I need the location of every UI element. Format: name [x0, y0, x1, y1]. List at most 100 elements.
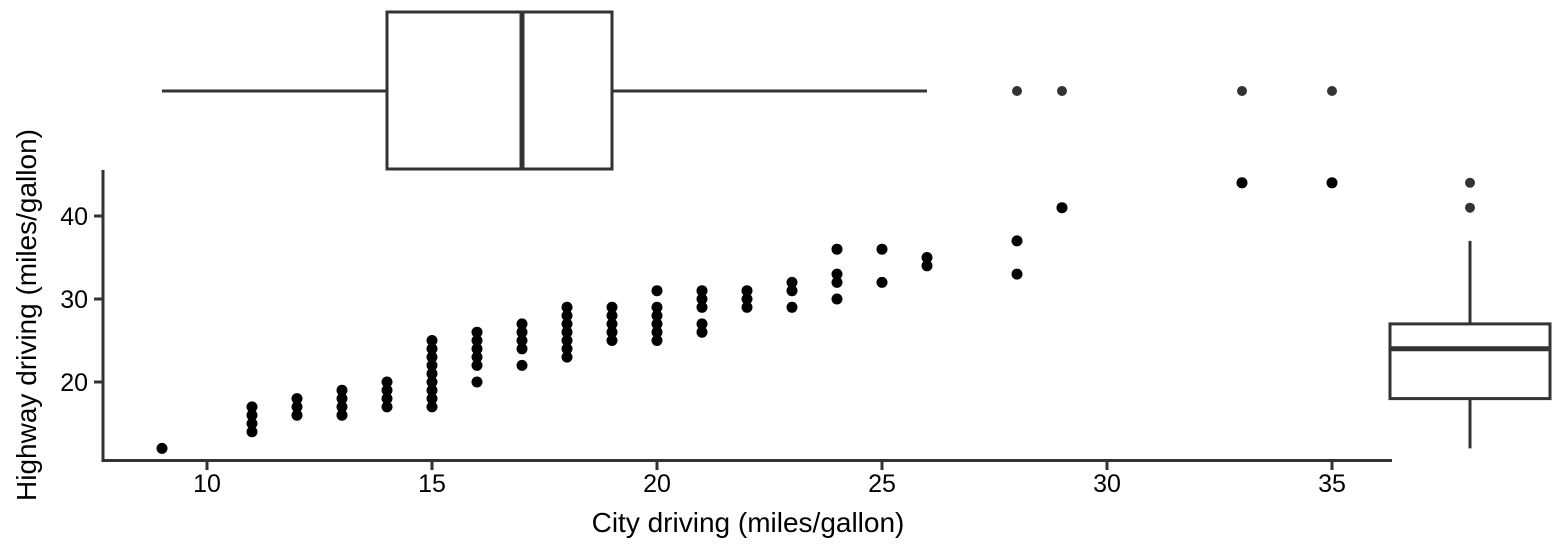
boxplot-outlier-point	[1057, 86, 1067, 96]
scatter-point	[606, 326, 618, 338]
scatter-point	[426, 393, 438, 405]
y-axis-tick-label: 40	[60, 203, 88, 231]
scatter-point	[921, 252, 933, 263]
boxplot-outlier-point	[1327, 86, 1337, 96]
scatter-point	[516, 318, 528, 330]
scatter-point	[381, 376, 393, 388]
scatter-point	[651, 310, 663, 322]
scatter-point	[561, 310, 573, 322]
scatter-point	[651, 301, 663, 313]
scatter-points	[156, 177, 1338, 454]
marginal-boxplot-city	[162, 10, 1337, 171]
scatter-point	[651, 335, 663, 346]
scatter-point	[696, 293, 708, 305]
x-axis-tick-label: 15	[418, 470, 446, 498]
scatter-point	[651, 326, 663, 338]
scatter-point	[426, 335, 438, 346]
scatter-point	[561, 301, 573, 313]
boxplot-outlier-point	[1237, 86, 1247, 96]
scatter-point	[876, 276, 888, 288]
scatter-point	[831, 293, 843, 305]
scatter-point	[831, 276, 843, 288]
scatter-point	[696, 326, 708, 338]
scatter-point	[561, 351, 573, 363]
scatter-point	[426, 351, 438, 363]
scatter-point	[786, 285, 798, 297]
scatter-point	[426, 401, 438, 413]
x-axis-tick-label: 25	[868, 470, 896, 498]
boxplot-outlier-point	[1465, 202, 1475, 213]
y-axis: 20 30 40	[60, 170, 105, 462]
boxplot-box	[385, 10, 614, 171]
scatter-point	[1236, 177, 1248, 189]
y-axis-title: Highway driving (miles/gallon)	[11, 129, 42, 501]
scatter-point	[516, 335, 528, 346]
boxplot-outlier-point	[1465, 177, 1475, 188]
scatter-point	[471, 326, 483, 338]
boxplot-box	[1388, 322, 1552, 401]
scatter-point	[741, 301, 753, 313]
scatter-point	[606, 318, 618, 330]
scatter-point	[561, 326, 573, 338]
scatter-point	[1011, 235, 1023, 247]
scatter-point	[561, 318, 573, 330]
y-axis-tick-label: 30	[60, 286, 88, 314]
scatter-point	[246, 426, 258, 438]
scatter-point	[651, 318, 663, 330]
scatter-point	[381, 401, 393, 413]
scatter-point	[381, 384, 393, 396]
scatter-point	[516, 343, 528, 355]
scatter-point	[291, 409, 303, 421]
y-axis-tick-label: 20	[60, 369, 88, 397]
scatter-point	[561, 343, 573, 355]
x-axis-tick-label: 35	[1318, 470, 1346, 498]
scatter-point	[606, 301, 618, 313]
scatter-point	[696, 318, 708, 330]
x-axis: 10 15 20 25 30 35	[101, 459, 1392, 498]
scatter-point	[336, 393, 348, 405]
boxplot-outlier-point	[1012, 86, 1022, 96]
scatter-point	[246, 418, 258, 429]
scatter-point	[246, 401, 258, 413]
scatter-point	[786, 276, 798, 288]
scatter-point	[1011, 268, 1023, 280]
scatter-point	[516, 359, 528, 371]
scatter-point	[426, 368, 438, 380]
scatter-point	[336, 409, 348, 421]
marginal-boxplot-highway	[1388, 177, 1552, 449]
scatter-point	[696, 285, 708, 297]
scatter-point	[471, 376, 483, 388]
scatter-point	[1056, 202, 1068, 214]
scatter-point	[741, 293, 753, 305]
scatter-point	[696, 301, 708, 313]
scatter-point	[471, 351, 483, 363]
scatter-point	[291, 401, 303, 413]
scatter-point	[561, 335, 573, 346]
scatter-point	[606, 335, 618, 346]
scatter-point	[336, 401, 348, 413]
scatter-point	[471, 343, 483, 355]
scatter-point	[426, 359, 438, 371]
scatter-point	[426, 384, 438, 396]
scatter-point	[876, 243, 888, 255]
scatter-point	[831, 268, 843, 280]
scatter-point	[516, 326, 528, 338]
scatter-point	[471, 335, 483, 346]
scatter-point	[336, 384, 348, 396]
scatter-point	[786, 301, 798, 313]
scatter-point	[831, 243, 843, 255]
x-axis-tick-label: 10	[193, 470, 221, 498]
scatter-point	[471, 359, 483, 371]
scatter-point	[291, 393, 303, 405]
scatter-point	[741, 285, 753, 297]
x-axis-title: City driving (miles/gallon)	[592, 507, 905, 538]
scatter-point	[426, 376, 438, 388]
scatter-point	[921, 260, 933, 272]
x-axis-tick-label: 20	[643, 470, 671, 498]
scatter-point	[606, 310, 618, 322]
x-axis-tick-label: 30	[1093, 470, 1121, 498]
scatter-point	[651, 285, 663, 297]
scatter-point	[246, 409, 258, 421]
